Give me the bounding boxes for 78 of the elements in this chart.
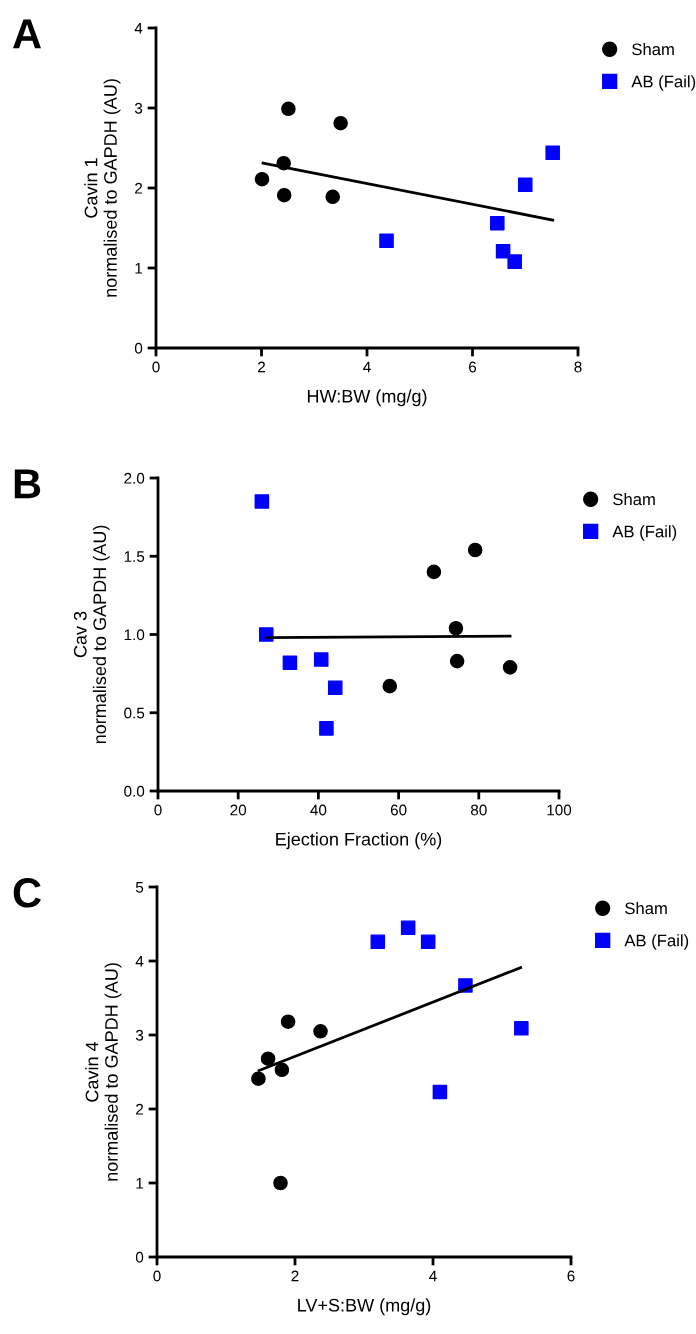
- x-axis-title: LV+S:BW (mg/g): [298, 1298, 431, 1316]
- point: [325, 189, 340, 205]
- x-tick-label: 60: [390, 804, 407, 816]
- point: [276, 187, 292, 203]
- y-tick-label: 2.0: [124, 472, 145, 484]
- point: [274, 1062, 290, 1078]
- chart-title: A: [13, 19, 41, 49]
- point: [370, 934, 386, 950]
- point: [313, 652, 329, 667]
- x-tick-label: 2: [258, 361, 265, 373]
- x-tick-label: 6: [469, 361, 477, 373]
- point: [382, 678, 398, 694]
- x-tick-label: 8: [574, 361, 582, 373]
- point: [281, 101, 296, 117]
- point: [254, 171, 270, 187]
- chart-title: C: [13, 878, 41, 908]
- y-tick-label: 2: [135, 182, 143, 194]
- y-tick-label: 1.0: [124, 629, 145, 641]
- point: [502, 660, 518, 675]
- point: [260, 1051, 276, 1066]
- y-tick-label: 2: [136, 1103, 144, 1115]
- point: [467, 542, 483, 558]
- point: [333, 115, 348, 131]
- y-tick-label: 1.5: [124, 551, 145, 562]
- x-tick-label: 0: [152, 361, 160, 373]
- y-tick-label: 3: [135, 1029, 144, 1041]
- y-axis-title: Cavin 4 normalised to GAPDH (AU): [85, 963, 122, 1181]
- x-tick-label: 0: [154, 804, 162, 816]
- point: [507, 254, 522, 269]
- legend-label: Sham: [632, 43, 674, 56]
- point: [282, 655, 298, 670]
- y-tick-label: 3: [134, 102, 143, 114]
- point: [426, 564, 442, 580]
- x-tick-label: 0: [153, 1270, 161, 1282]
- legend-label: Sham: [613, 493, 655, 506]
- x-tick-label: 80: [470, 804, 487, 816]
- point: [280, 1014, 296, 1029]
- x-tick-label: 20: [230, 804, 247, 816]
- x-tick-label: 40: [310, 804, 327, 816]
- x-tick-label: 2: [291, 1270, 299, 1282]
- y-tick-label: 4: [134, 23, 143, 34]
- y-tick-label: 0.0: [124, 785, 145, 797]
- point: [517, 177, 533, 193]
- point: [448, 620, 464, 636]
- point: [327, 680, 343, 695]
- y-tick-label: 0.5: [124, 707, 145, 719]
- y-tick-label: 1: [135, 263, 143, 274]
- y-tick-label: 4: [135, 956, 144, 967]
- point: [490, 215, 505, 231]
- x-tick-label: 4: [363, 361, 371, 373]
- y-tick-label: 0: [135, 1251, 144, 1263]
- x-tick-label: 100: [547, 804, 572, 816]
- point: [379, 233, 394, 249]
- point: [514, 1021, 529, 1036]
- legend-label: AB (Fail): [624, 934, 689, 950]
- x-tick-label: 4: [429, 1270, 437, 1282]
- x-axis-title: HW:BW (mg/g): [307, 389, 427, 407]
- legend-label: AB (Fail): [612, 525, 677, 541]
- y-axis-title: Cav 3 normalised to GAPDH (AU): [73, 525, 110, 744]
- y-axis-title: Cavin 1 normalised to GAPDH (AU): [84, 79, 121, 297]
- point: [432, 1084, 448, 1100]
- point: [400, 920, 416, 935]
- legend-label: Sham: [625, 902, 667, 915]
- legend-label: AB (Fail): [631, 75, 696, 91]
- point: [254, 494, 270, 509]
- y-tick-label: 0: [134, 342, 143, 354]
- point: [545, 145, 560, 161]
- x-tick-label: 6: [567, 1270, 575, 1282]
- x-axis-title: Ejection Fraction (%): [276, 832, 442, 850]
- point: [313, 1024, 328, 1039]
- point: [319, 721, 334, 736]
- y-tick-label: 1: [136, 1178, 144, 1189]
- y-tick-label: 5: [135, 882, 144, 893]
- point: [251, 1071, 266, 1086]
- point: [420, 934, 436, 950]
- point: [273, 1175, 288, 1191]
- chart-title: B: [14, 469, 41, 499]
- point: [449, 653, 465, 669]
